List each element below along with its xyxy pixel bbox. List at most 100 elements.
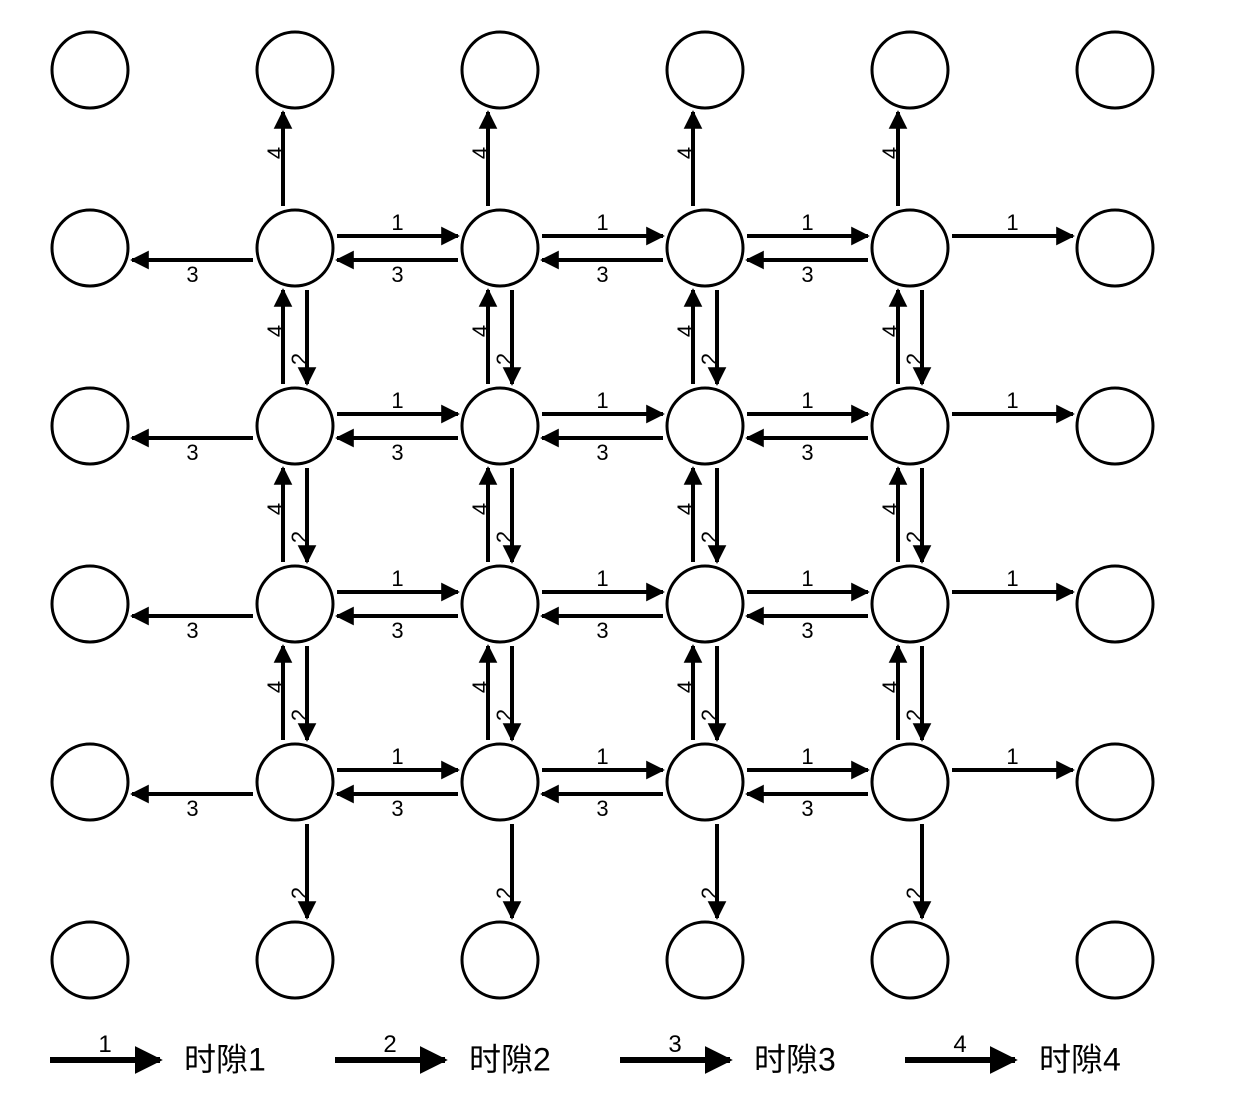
edge: 3: [337, 260, 458, 287]
edge-label: 1: [1006, 210, 1018, 235]
edge: 1: [337, 388, 458, 414]
edge: 2: [902, 646, 927, 740]
edge: 1: [337, 744, 458, 770]
legend-text: 时隙3: [754, 1042, 836, 1078]
node: [1077, 210, 1153, 286]
edge-label: 1: [596, 566, 608, 591]
edge-label: 1: [596, 388, 608, 413]
edge-label: 2: [287, 887, 312, 899]
edge-label: 1: [801, 388, 813, 413]
edge: 2: [697, 468, 722, 562]
edge-label: 3: [596, 262, 608, 287]
edge: 1: [952, 210, 1073, 236]
edge: 2: [697, 290, 722, 384]
edge-label: 4: [263, 147, 288, 159]
edge: 4: [673, 646, 698, 740]
node: [1077, 744, 1153, 820]
edge: 1: [542, 744, 663, 770]
node: [257, 32, 333, 108]
edge-label: 1: [391, 566, 403, 591]
node: [52, 566, 128, 642]
edge-label: 3: [391, 262, 403, 287]
edge: 2: [697, 646, 722, 740]
node: [667, 566, 743, 642]
edge-label: 3: [596, 440, 608, 465]
edge: 4: [263, 112, 288, 206]
edge-label: 3: [801, 440, 813, 465]
node: [52, 922, 128, 998]
node: [462, 210, 538, 286]
node: [462, 388, 538, 464]
edge: 4: [878, 646, 903, 740]
edge: 3: [542, 616, 663, 643]
edge-label: 2: [902, 709, 927, 721]
node: [1077, 32, 1153, 108]
edge-label: 3: [801, 262, 813, 287]
node: [872, 388, 948, 464]
edge-label: 2: [697, 353, 722, 365]
edge-label: 1: [596, 744, 608, 769]
edge-label: 1: [801, 744, 813, 769]
edge-label: 2: [492, 353, 517, 365]
edge: 1: [952, 388, 1073, 414]
edge-label: 1: [391, 388, 403, 413]
edge-label: 2: [492, 709, 517, 721]
edge: 4: [878, 112, 903, 206]
node: [872, 744, 948, 820]
node: [1077, 922, 1153, 998]
edge: 3: [337, 794, 458, 821]
edge-label: 4: [468, 681, 493, 693]
edge: 4: [263, 468, 288, 562]
edge: 1: [952, 566, 1073, 592]
edge: 4: [263, 646, 288, 740]
edge: 1: [747, 566, 868, 592]
edge: 3: [747, 438, 868, 465]
node: [872, 32, 948, 108]
edge-label: 4: [468, 147, 493, 159]
edge-label: 1: [391, 210, 403, 235]
edge: 3: [132, 260, 253, 287]
edge: 3: [542, 260, 663, 287]
edge-label: 1: [1006, 566, 1018, 591]
node: [462, 566, 538, 642]
node: [257, 388, 333, 464]
edge-label: 3: [186, 618, 198, 643]
edge-label: 2: [697, 887, 722, 899]
edge-label: 1: [1006, 744, 1018, 769]
edge-label: 2: [902, 531, 927, 543]
edge-label: 3: [801, 796, 813, 821]
node: [667, 388, 743, 464]
edge-label: 2: [287, 353, 312, 365]
edge-label: 4: [468, 325, 493, 337]
node: [667, 744, 743, 820]
edge: 1: [337, 566, 458, 592]
edge-label: 4: [673, 681, 698, 693]
node: [1077, 566, 1153, 642]
legend-item: 2 时隙2: [335, 1031, 551, 1078]
edge: 2: [697, 824, 722, 918]
edge-label: 3: [186, 262, 198, 287]
legend-arrow-label: 2: [383, 1031, 396, 1058]
edge: 3: [747, 794, 868, 821]
edge-label: 4: [878, 503, 903, 515]
edge-label: 2: [697, 531, 722, 543]
edge-label: 4: [263, 681, 288, 693]
node: [462, 32, 538, 108]
edge-label: 3: [596, 796, 608, 821]
legend-text: 时隙4: [1039, 1042, 1121, 1078]
edge: 2: [492, 468, 517, 562]
edge-label: 2: [492, 531, 517, 543]
node: [52, 210, 128, 286]
edge: 2: [287, 468, 312, 562]
legend-arrow-label: 4: [953, 1031, 966, 1058]
edge: 2: [902, 824, 927, 918]
legend-arrow-label: 3: [668, 1031, 681, 1058]
edge: 1: [542, 210, 663, 236]
edge-label: 2: [287, 531, 312, 543]
edge: 2: [902, 290, 927, 384]
legend-text: 时隙2: [469, 1042, 551, 1078]
edge-label: 2: [287, 709, 312, 721]
legend-item: 3 时隙3: [620, 1031, 836, 1078]
edge: 1: [747, 388, 868, 414]
edge: 2: [287, 646, 312, 740]
